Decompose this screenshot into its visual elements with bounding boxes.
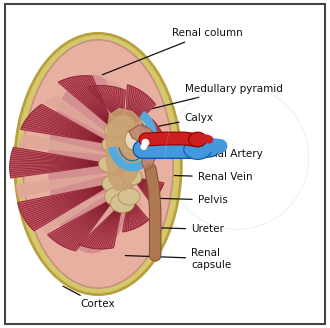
- Polygon shape: [87, 86, 125, 125]
- Text: Medullary pyramid: Medullary pyramid: [128, 84, 282, 114]
- Text: Cortex: Cortex: [63, 286, 115, 309]
- Text: Renal
capsule: Renal capsule: [125, 248, 231, 270]
- Polygon shape: [48, 197, 116, 251]
- Polygon shape: [129, 125, 158, 171]
- Ellipse shape: [105, 188, 127, 206]
- Polygon shape: [126, 85, 155, 134]
- Polygon shape: [106, 80, 122, 128]
- Polygon shape: [106, 109, 146, 190]
- Polygon shape: [10, 147, 110, 178]
- Polygon shape: [18, 184, 113, 231]
- Polygon shape: [18, 134, 110, 154]
- Circle shape: [142, 139, 149, 146]
- Polygon shape: [132, 177, 164, 202]
- Polygon shape: [21, 104, 113, 144]
- Text: Ureter: Ureter: [158, 224, 224, 234]
- Text: Renal Vein: Renal Vein: [174, 172, 252, 182]
- Ellipse shape: [111, 194, 135, 213]
- Ellipse shape: [102, 136, 123, 153]
- Text: Pelvis: Pelvis: [158, 195, 228, 205]
- Ellipse shape: [15, 33, 181, 295]
- Polygon shape: [79, 203, 122, 249]
- Polygon shape: [45, 96, 113, 138]
- Ellipse shape: [105, 122, 127, 140]
- Ellipse shape: [115, 125, 137, 144]
- Ellipse shape: [118, 188, 140, 205]
- FancyBboxPatch shape: [5, 4, 325, 324]
- Polygon shape: [58, 76, 116, 131]
- Polygon shape: [36, 190, 113, 233]
- Circle shape: [141, 144, 147, 149]
- Text: Renal Artery: Renal Artery: [174, 149, 262, 159]
- Ellipse shape: [102, 175, 123, 192]
- Ellipse shape: [118, 136, 140, 153]
- Ellipse shape: [122, 169, 142, 185]
- Ellipse shape: [48, 75, 135, 253]
- Ellipse shape: [110, 115, 135, 134]
- Text: Renal column: Renal column: [102, 28, 242, 75]
- Text: Calyx: Calyx: [135, 113, 214, 131]
- Polygon shape: [129, 119, 165, 144]
- Ellipse shape: [99, 155, 120, 173]
- Ellipse shape: [184, 139, 212, 159]
- Ellipse shape: [125, 129, 143, 150]
- Polygon shape: [122, 197, 148, 232]
- Polygon shape: [72, 200, 119, 245]
- Polygon shape: [16, 174, 110, 198]
- Ellipse shape: [189, 132, 207, 147]
- Ellipse shape: [23, 40, 173, 288]
- Polygon shape: [129, 187, 143, 213]
